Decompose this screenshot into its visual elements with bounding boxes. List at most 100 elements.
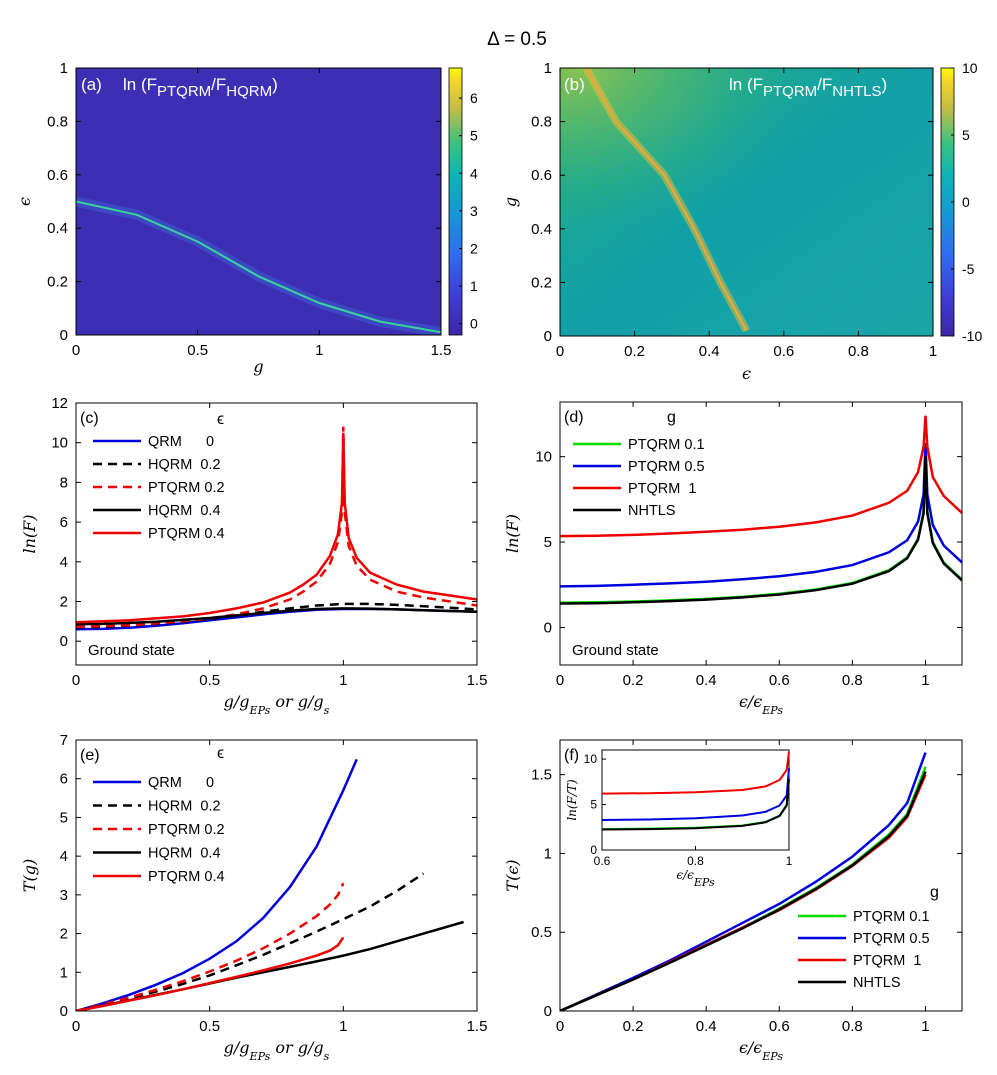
legend-label: PTQRM 1 [628,481,696,497]
y-tick-label: 1.5 [531,767,552,784]
y-tick-label: 0 [544,619,552,636]
legend-label: PTQRM 0.4 [148,869,225,885]
colorbar-tick-label: 6 [470,90,478,106]
x-tick-label: 0.2 [623,672,644,689]
inset-x-axis-label: ϵ/ϵEPs [676,868,715,889]
inset-x-tick-label: 0.6 [594,854,611,868]
colorbar-tick-label: 5 [962,127,970,143]
legend-label: PTQRM 1 [853,953,921,969]
y-tick-label: 6 [60,771,68,788]
y-axis-label-part: T(g) [20,859,39,892]
x-tick-label: 0.5 [199,672,220,689]
x-axis-label-part: EPs [249,704,271,717]
legend-label: PTQRM 0.4 [148,526,225,542]
x-axis-label: ϵ/ϵEPs [739,1038,783,1063]
panel-a-title-mid: /F [211,75,226,94]
x-tick-label: 0 [556,672,564,689]
x-tick-label: 1 [339,672,347,689]
y-tick-label: 1 [60,60,68,77]
legend-header: g [667,409,676,426]
colorbar-tick-label: 0 [470,316,478,332]
panel-a-label: (a) [81,75,102,94]
y-tick-label: 8 [60,474,68,491]
inset-y-axis-label-part: ln(F/T) [565,779,579,821]
y-axis-label-part: g [501,197,520,207]
y-tick-label: 0.4 [47,220,68,237]
x-axis-label-part: ϵ/ϵ [739,692,762,711]
heatmap-b-frame [559,67,934,337]
series-line [76,432,477,624]
y-axis-label: ln(F) [503,514,522,553]
colorbar-tick-label: 0 [962,194,970,210]
panel-b-label: (b) [564,75,585,94]
panel-a-title-close: ) [272,75,278,94]
colorbar-tick-label: 4 [470,165,478,181]
plot-frame [559,401,963,666]
series-line [560,752,927,1011]
series-group [560,752,927,1011]
x-tick-label: 0.2 [623,1018,644,1035]
x-tick-label: 0.4 [696,1018,717,1035]
legend-label: HQRM 0.4 [148,846,221,862]
y-axis-label-part: T(ϵ) [503,859,522,891]
panel-b-axes: 0 0.2 0.4 0.6 0.8 1 0 0.2 0.4 0.6 0.8 1 ϵ g [501,60,937,383]
x-axis-label-part: g/g [224,1038,250,1057]
y-axis-label-part: ln(F) [503,514,522,553]
legend-header: ϵ [217,411,224,428]
colorbar-tick-label: 5 [470,128,478,144]
legend-label: PTQRM 0.5 [853,931,930,947]
y-axis-label: g [501,197,520,207]
x-tick-label: 0.8 [842,1018,863,1035]
colorbar-tick-label: 1 [470,278,478,294]
inset-series-line [601,751,790,795]
inset-x-axis-label-part: ϵ/ϵ [676,868,694,882]
colorbar-a [448,67,463,336]
legend-header: g [930,884,939,901]
x-tick-label: 1 [315,342,323,359]
legend-label: HQRM 0.2 [148,457,221,473]
y-tick-label: 6 [60,514,68,531]
x-tick-label: 0.6 [769,1018,790,1035]
inset-y-tick-label: 10 [584,752,598,766]
inset-y-axis-label: ln(F/T) [565,779,579,821]
x-tick-label: 0.2 [624,343,645,360]
heatmap-a-frame [75,67,442,336]
annotation: Ground state [572,642,659,659]
plot-border [75,402,478,666]
panel-b: (b) ln (FPTQRM/FNHTLS) 0 0.2 0.4 0.6 0.8 100.… [501,60,982,383]
legend-label: NHTLS [628,503,676,519]
legend-header: ϵ [217,745,224,762]
panel-b-title: ln (FPTQRM/FNHTLS) [729,75,887,100]
colorbar-tick-label: -5 [962,261,975,277]
y-tick-label: 5 [60,809,68,826]
x-tick-label: 0 [556,343,564,360]
x-tick-label: 1 [339,1018,347,1035]
panel-a-title-text: ln (F [123,75,157,94]
x-tick-label: 0 [72,672,80,689]
panel-a-title-sub1: PTQRM [157,83,211,100]
panel-b-title-sub1: PTQRM [763,83,817,100]
series-line [76,758,358,1011]
panel-b-title-mid: /F [817,75,832,94]
inset-x-tick-label: 0.8 [687,854,704,868]
panel-label: (f) [564,747,579,764]
legend-label: PTQRM 0.5 [628,459,705,475]
inset-series-line [601,768,790,821]
legend-label: HQRM 0.4 [148,503,221,519]
x-tick-label: 0.6 [773,343,794,360]
legend-label: PTQRM 0.2 [148,822,225,838]
y-tick-label: 0 [60,1003,68,1020]
panel-b-title-sub2: NHTLS [832,83,881,100]
x-axis-label-part: s [324,704,330,717]
series-line [76,872,425,1011]
y-tick-label: 1 [544,845,552,862]
inset-y-tick-label: 0 [590,843,597,857]
legend-label: PTQRM 0.2 [148,480,225,496]
y-tick-label: 0.5 [531,924,552,941]
y-tick-label: 0.8 [531,114,552,131]
colorbar-tick-label: 3 [470,203,478,219]
x-tick-label: 0.4 [696,672,717,689]
